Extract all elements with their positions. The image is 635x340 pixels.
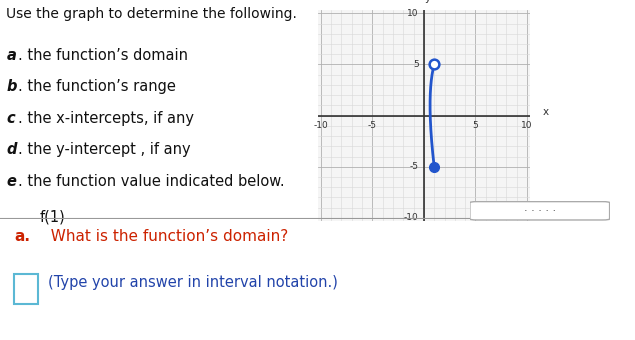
Text: Use the graph to determine the following.: Use the graph to determine the following… <box>6 7 297 21</box>
Text: (Type your answer in interval notation.): (Type your answer in interval notation.) <box>48 275 337 290</box>
Text: -5: -5 <box>410 162 418 171</box>
Text: What is the function’s domain?: What is the function’s domain? <box>41 229 288 244</box>
Text: c: c <box>6 111 15 126</box>
Text: . the function’s domain: . the function’s domain <box>18 48 188 63</box>
Text: . the function’s range: . the function’s range <box>18 79 176 94</box>
Text: b: b <box>6 79 17 94</box>
Text: 10: 10 <box>521 121 533 130</box>
Text: f(1): f(1) <box>39 210 65 225</box>
Text: -10: -10 <box>313 121 328 130</box>
Text: x: x <box>543 106 549 117</box>
Text: . the function value indicated below.: . the function value indicated below. <box>18 174 284 189</box>
Text: -5: -5 <box>368 121 377 130</box>
Text: a: a <box>6 48 17 63</box>
Text: a.: a. <box>14 229 30 244</box>
Text: 10: 10 <box>407 9 418 18</box>
Text: y: y <box>425 0 431 3</box>
FancyBboxPatch shape <box>470 202 610 220</box>
Text: 5: 5 <box>413 60 418 69</box>
Text: · · · · ·: · · · · · <box>524 206 556 216</box>
Text: -10: -10 <box>404 214 418 222</box>
Text: e: e <box>6 174 17 189</box>
Text: d: d <box>6 142 17 157</box>
Text: 5: 5 <box>472 121 478 130</box>
Text: . the x-intercepts, if any: . the x-intercepts, if any <box>18 111 194 126</box>
FancyBboxPatch shape <box>14 274 38 304</box>
Text: . the y-intercept , if any: . the y-intercept , if any <box>18 142 190 157</box>
